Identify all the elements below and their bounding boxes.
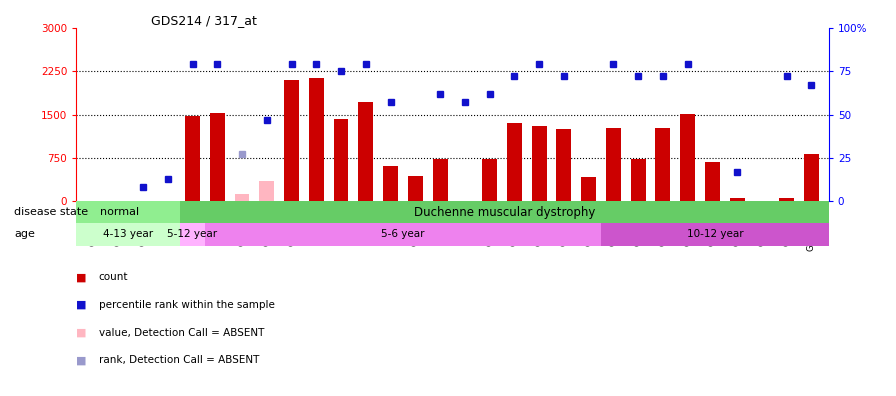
Bar [309, 78, 323, 201]
Bar [507, 123, 521, 201]
Text: 4-13 year: 4-13 year [103, 229, 153, 240]
Text: rank, Detection Call = ABSENT: rank, Detection Call = ABSENT [99, 355, 259, 366]
Text: percentile rank within the sample: percentile rank within the sample [99, 300, 274, 310]
Bar [556, 129, 572, 201]
Bar [656, 128, 670, 201]
Text: GDS214 / 317_at: GDS214 / 317_at [151, 13, 257, 27]
Text: age: age [14, 229, 35, 240]
Text: 5-12 year: 5-12 year [168, 229, 218, 240]
Bar [205, 223, 601, 246]
Bar [180, 201, 829, 223]
Bar [185, 116, 200, 201]
Bar [631, 159, 646, 201]
Bar [210, 113, 225, 201]
Bar [482, 159, 497, 201]
Bar [76, 201, 180, 223]
Bar [383, 166, 398, 201]
Bar [408, 177, 423, 201]
Bar [705, 162, 719, 201]
Bar [780, 198, 794, 201]
Text: disease state: disease state [14, 208, 89, 217]
Bar [729, 198, 745, 201]
Text: 10-12 year: 10-12 year [686, 229, 743, 240]
Bar [606, 128, 621, 201]
Text: Duchenne muscular dystrophy: Duchenne muscular dystrophy [414, 206, 595, 219]
Bar [601, 223, 829, 246]
Text: 5-6 year: 5-6 year [381, 229, 425, 240]
Bar [531, 126, 547, 201]
Bar [76, 223, 180, 246]
Bar [284, 80, 299, 201]
Text: ■: ■ [76, 327, 87, 338]
Text: ■: ■ [76, 300, 87, 310]
Text: ■: ■ [76, 355, 87, 366]
Bar [804, 154, 819, 201]
Bar [729, 198, 745, 201]
Text: normal: normal [100, 208, 139, 217]
Text: ■: ■ [76, 272, 87, 282]
Bar [780, 198, 794, 201]
Bar [433, 159, 447, 201]
Text: count: count [99, 272, 128, 282]
Bar [180, 223, 205, 246]
Bar [235, 194, 249, 201]
Bar [680, 114, 695, 201]
Bar [333, 119, 349, 201]
Bar [582, 177, 596, 201]
Bar [358, 102, 374, 201]
Text: value, Detection Call = ABSENT: value, Detection Call = ABSENT [99, 327, 264, 338]
Bar [259, 181, 274, 201]
